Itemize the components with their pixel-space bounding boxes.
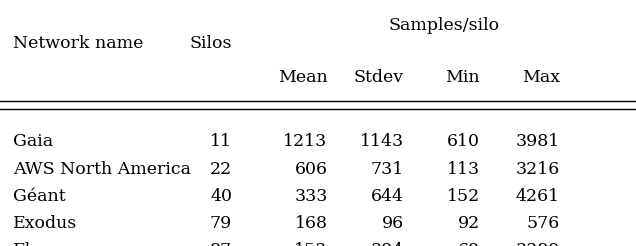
- Text: 113: 113: [447, 161, 480, 178]
- Text: Min: Min: [446, 69, 480, 86]
- Text: 153: 153: [294, 242, 328, 246]
- Text: 333: 333: [294, 188, 328, 205]
- Text: Gaia: Gaia: [13, 133, 53, 150]
- Text: Mean: Mean: [278, 69, 328, 86]
- Text: 610: 610: [447, 133, 480, 150]
- Text: Network name: Network name: [13, 34, 143, 52]
- Text: 576: 576: [527, 215, 560, 232]
- Text: 168: 168: [294, 215, 328, 232]
- Text: Samples/silo: Samples/silo: [388, 17, 499, 34]
- Text: 1143: 1143: [360, 133, 404, 150]
- Text: Max: Max: [522, 69, 560, 86]
- Text: 1213: 1213: [283, 133, 328, 150]
- Text: 11: 11: [210, 133, 232, 150]
- Text: 394: 394: [371, 242, 404, 246]
- Text: 40: 40: [210, 188, 232, 205]
- Text: 3389: 3389: [515, 242, 560, 246]
- Text: 3216: 3216: [515, 161, 560, 178]
- Text: 4261: 4261: [516, 188, 560, 205]
- Text: 22: 22: [210, 161, 232, 178]
- Text: 3981: 3981: [515, 133, 560, 150]
- Text: 644: 644: [371, 188, 404, 205]
- Text: 606: 606: [294, 161, 328, 178]
- Text: AWS North America: AWS North America: [13, 161, 191, 178]
- Text: 731: 731: [371, 161, 404, 178]
- Text: 152: 152: [447, 188, 480, 205]
- Text: Géant: Géant: [13, 188, 66, 205]
- Text: Stdev: Stdev: [354, 69, 404, 86]
- Text: Exodus: Exodus: [13, 215, 77, 232]
- Text: 68: 68: [458, 242, 480, 246]
- Text: Ebone: Ebone: [13, 242, 69, 246]
- Text: Silos: Silos: [190, 34, 232, 52]
- Text: 79: 79: [210, 215, 232, 232]
- Text: 96: 96: [382, 215, 404, 232]
- Text: 87: 87: [210, 242, 232, 246]
- Text: 92: 92: [458, 215, 480, 232]
